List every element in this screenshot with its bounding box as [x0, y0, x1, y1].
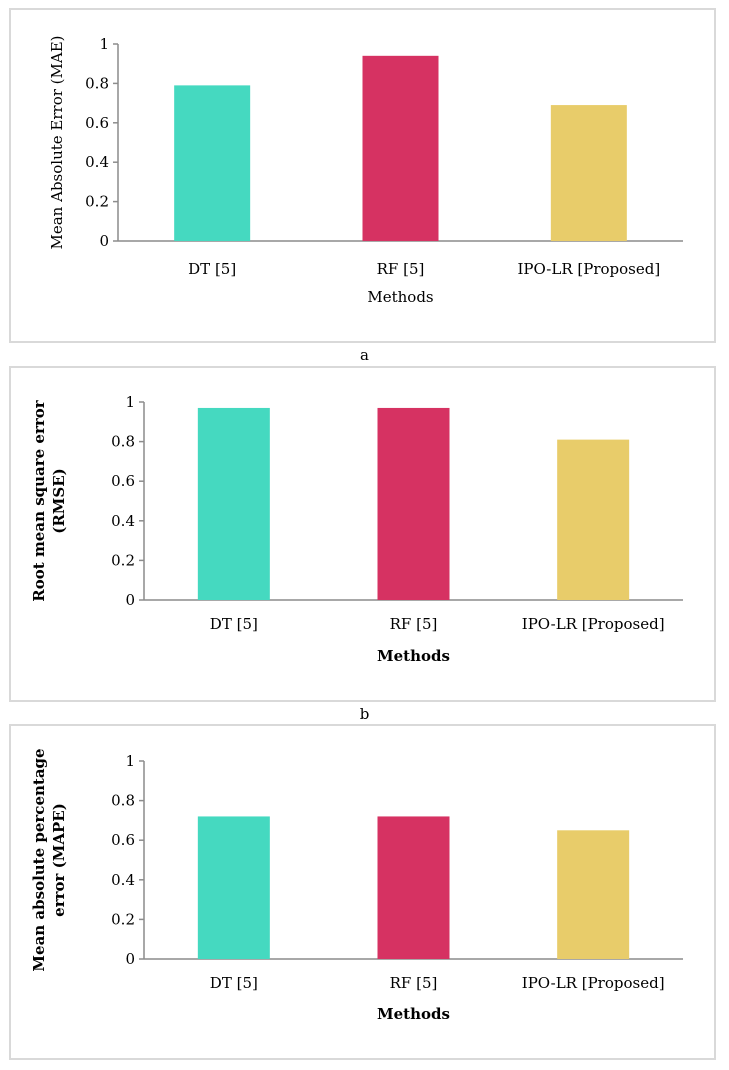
- rmse-x-axis-title: Methods: [377, 647, 450, 665]
- mae-y-tick-label: 0.2: [85, 193, 109, 211]
- mae-bar-1: [174, 85, 251, 242]
- rmse-y-axis-title-line: Root mean square error: [30, 399, 48, 601]
- chart-svg-mape: 0 0.2 0.4 0.6 0.8 1 DT [5] RF [5] IPO-LR [Propos…: [30, 748, 683, 1023]
- rmse-y-tick-label: 0.6: [111, 472, 135, 490]
- mae-category-label: DT [5]: [188, 260, 236, 278]
- mape-y-tick-label: 0.2: [111, 910, 135, 928]
- mae-y-tick-label: 0: [99, 232, 109, 250]
- mape-y-tick-label: 0.6: [111, 831, 135, 849]
- mae-x-axis-title: Methods: [367, 288, 433, 306]
- mape-y-tick-label: 0.4: [111, 871, 135, 889]
- mae-bar-3: [550, 105, 627, 241]
- rmse-y-tick-label: 0.4: [111, 512, 135, 530]
- mape-y-axis-title-line: error (MAPE): [50, 803, 68, 917]
- chart-svg-mae: 0 0.2 0.4 0.6 0.8 1 DT [5] RF [5] IPO-LR [Propos…: [48, 35, 683, 306]
- mape-y-axis-title-line: Mean absolute percentage: [30, 748, 48, 971]
- mape-category-label: IPO-LR [Proposed]: [522, 974, 665, 992]
- mae-y-tick-label: 0.6: [85, 114, 109, 132]
- mae-category-label: RF [5]: [377, 260, 425, 278]
- rmse-y-axis-title: Root mean square error (RMSE): [30, 399, 68, 601]
- mae-y-axis-title-line: Mean Absolute Error (MAE): [48, 35, 66, 249]
- mape-y-tick-label: 0: [125, 950, 135, 968]
- mae-y-tick-label: 0.4: [85, 153, 109, 171]
- caption-b: b: [359, 705, 370, 723]
- mae-y-tick-label: 0.8: [85, 74, 109, 92]
- chart-panel-rmse: 0 0.2 0.4 0.6 0.8 1 DT [5] RF [5] IPO-LR [Propos…: [9, 366, 716, 702]
- rmse-bar-1: [197, 407, 270, 600]
- rmse-category-label: RF [5]: [390, 615, 438, 633]
- rmse-y-axis-title-line: (RMSE): [50, 468, 68, 534]
- mae-y-axis-title: Mean Absolute Error (MAE): [48, 35, 66, 249]
- rmse-y-tick-label: 0.2: [111, 551, 135, 569]
- rmse-y-tick-label: 0: [125, 591, 135, 609]
- rmse-bar-2: [377, 407, 450, 600]
- rmse-bar-3: [557, 439, 630, 600]
- mae-category-label: IPO-LR [Proposed]: [517, 260, 660, 278]
- rmse-category-label: IPO-LR [Proposed]: [522, 615, 665, 633]
- mape-bar-1: [197, 816, 270, 959]
- caption-a: a: [360, 346, 369, 364]
- mape-category-label: RF [5]: [390, 974, 438, 992]
- mape-bar-3: [557, 830, 630, 959]
- mae-y-tick-label: 1: [99, 35, 109, 53]
- rmse-y-tick-label: 0.8: [111, 433, 135, 451]
- chart-panel-mape: 0 0.2 0.4 0.6 0.8 1 DT [5] RF [5] IPO-LR [Propos…: [9, 724, 716, 1060]
- mape-y-tick-label: 1: [125, 752, 135, 770]
- mape-x-axis-title: Methods: [377, 1005, 450, 1023]
- mape-y-axis-title: Mean absolute percentage error (MAPE): [30, 748, 68, 971]
- rmse-category-label: DT [5]: [210, 615, 258, 633]
- rmse-y-tick-label: 1: [125, 393, 135, 411]
- chart-panel-mae: 0 0.2 0.4 0.6 0.8 1 DT [5] RF [5] IPO-LR [Propos…: [9, 8, 716, 343]
- mae-bar-2: [362, 55, 439, 241]
- chart-svg-rmse: 0 0.2 0.4 0.6 0.8 1 DT [5] RF [5] IPO-LR [Propos…: [30, 393, 683, 665]
- mape-category-label: DT [5]: [210, 974, 258, 992]
- mape-y-tick-label: 0.8: [111, 792, 135, 810]
- mape-bar-2: [377, 816, 450, 959]
